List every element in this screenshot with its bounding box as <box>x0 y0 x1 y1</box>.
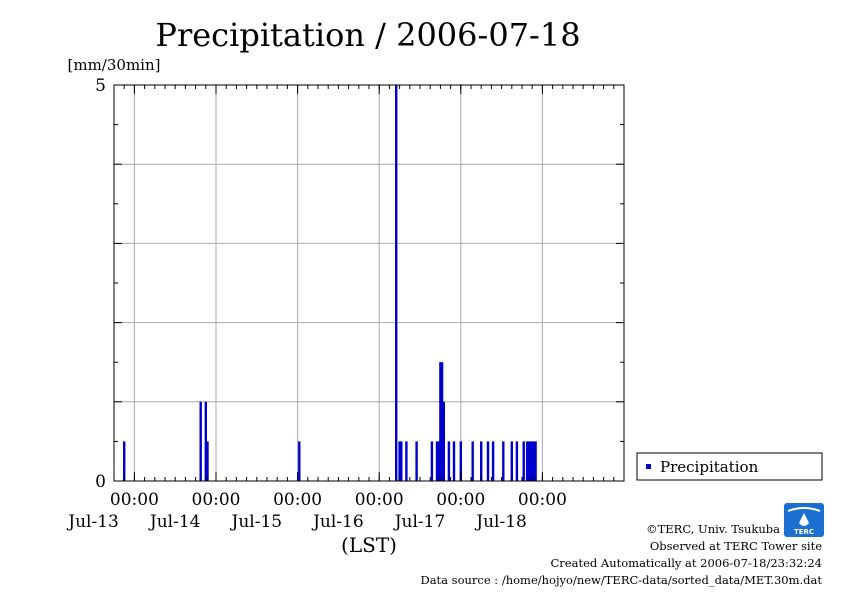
x-date-tick-label: Jul-17 <box>393 512 446 532</box>
precipitation-bar <box>486 441 490 481</box>
legend-label: Precipitation <box>660 458 759 476</box>
precipitation-bar <box>400 441 403 481</box>
precipitation-bar <box>440 362 444 481</box>
precipitation-bar <box>204 401 207 481</box>
precipitation-bar <box>298 441 301 481</box>
precipitation-bar <box>435 441 439 481</box>
x-time-tick-label: 00:00 <box>273 490 322 510</box>
precipitation-bar <box>439 362 442 481</box>
data-source-text: Data source : /home/hojyo/new/TERC-data/… <box>420 573 822 587</box>
x-date-tick-label: Jul-14 <box>148 512 201 532</box>
y-tick-label: 5 <box>95 76 106 96</box>
x-date-tick-label: Jul-13 <box>66 512 119 532</box>
x-date-tick-label: Jul-16 <box>311 512 364 532</box>
precipitation-bar <box>491 441 495 481</box>
legend: Precipitation <box>636 452 823 481</box>
precipitation-bar <box>442 401 445 481</box>
legend-swatch <box>646 464 651 469</box>
terc-logo-icon: TERC <box>784 503 824 537</box>
x-axis-label: (LST) <box>341 533 397 557</box>
precipitation-bar <box>123 441 126 481</box>
chart-title: Precipitation / 2006-07-18 <box>155 16 580 54</box>
x-date-tick-label: Jul-15 <box>230 512 283 532</box>
precipitation-bar <box>395 85 398 481</box>
grid-lines <box>114 85 624 481</box>
legend-box <box>636 452 823 481</box>
precipitation-bar <box>480 441 483 481</box>
precipitation-bar <box>206 441 209 481</box>
x-time-tick-label: 00:00 <box>436 490 485 510</box>
precipitation-bar <box>525 441 529 481</box>
precipitation-bar <box>471 441 474 481</box>
precipitation-bar <box>522 441 525 481</box>
created-timestamp-text: Created Automatically at 2006-07-18/23:3… <box>550 556 823 570</box>
x-time-tick-label: 00:00 <box>192 490 241 510</box>
precipitation-bar <box>199 401 202 481</box>
precipitation-bar <box>532 441 536 481</box>
plot-frame <box>113 84 625 482</box>
precipitation-bar <box>531 441 534 481</box>
x-time-tick-label: 00:00 <box>355 490 404 510</box>
precipitation-bar <box>534 441 537 481</box>
precipitation-bar <box>430 441 434 481</box>
precipitation-bar <box>527 441 530 481</box>
y-axis-unit-label: [mm/30min] <box>68 56 161 74</box>
precipitation-bar <box>398 441 401 481</box>
precipitation-bar <box>502 441 505 481</box>
precipitation-bar <box>529 441 532 481</box>
precipitation-bar <box>415 441 418 481</box>
x-time-tick-label: 00:00 <box>518 490 567 510</box>
observed-site-text: Observed at TERC Tower site <box>649 539 822 553</box>
precipitation-bar <box>515 441 519 481</box>
precipitation-bar <box>452 441 456 481</box>
plot-border <box>113 84 625 482</box>
y-tick-label: 0 <box>95 472 106 492</box>
precipitation-bar <box>510 441 513 481</box>
logo-text: TERC <box>794 528 814 536</box>
copyright-text: ©TERC, Univ. Tsukuba <box>646 522 780 536</box>
x-date-tick-label: Jul-18 <box>474 512 527 532</box>
axis-ticks <box>113 84 625 482</box>
precipitation-bars <box>123 85 537 481</box>
x-time-tick-label: 00:00 <box>110 490 159 510</box>
precipitation-bar <box>437 441 440 481</box>
precipitation-bar <box>459 441 462 481</box>
precipitation-bar <box>447 441 451 481</box>
precipitation-bar <box>405 441 408 481</box>
